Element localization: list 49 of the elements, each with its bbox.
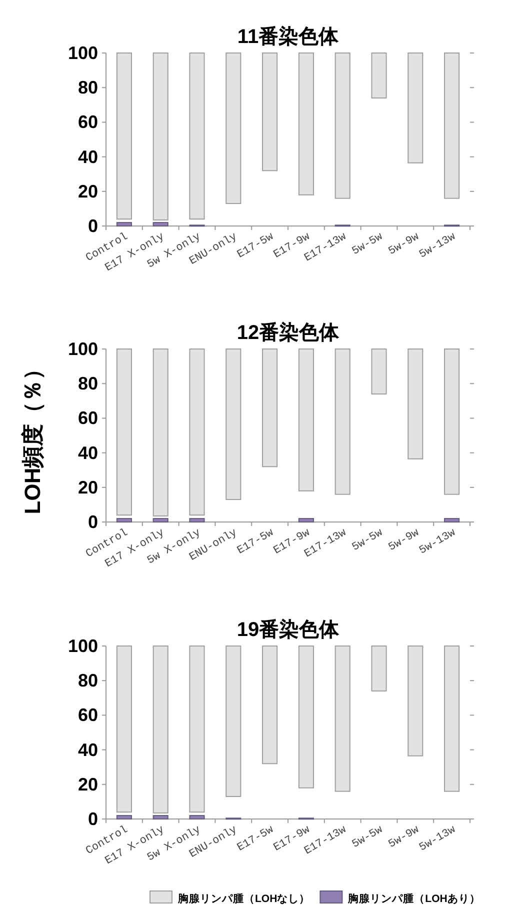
chart-title: 12番染色体	[236, 321, 340, 344]
y-tick-label: 20	[78, 774, 98, 794]
bar	[152, 815, 168, 820]
y-tick-label: 20	[78, 477, 98, 498]
bar	[152, 52, 168, 220]
y-tick-label: 20	[78, 181, 98, 202]
bar	[116, 52, 132, 220]
bar	[408, 646, 424, 756]
bar	[116, 222, 132, 226]
bar	[189, 52, 205, 220]
y-tick-label: 0	[88, 809, 98, 829]
y-tick-label: 60	[78, 705, 98, 726]
bar	[408, 52, 424, 164]
y-tick-label: 0	[88, 512, 98, 532]
bar	[262, 52, 278, 172]
bar	[189, 815, 205, 820]
y-tick-label: 0	[88, 216, 98, 236]
bar	[371, 52, 387, 98]
y-tick-label: 80	[78, 78, 98, 98]
bar	[226, 52, 242, 204]
y-tick-label: 80	[78, 374, 98, 394]
chart-title: 19番染色体	[236, 618, 340, 641]
bar	[334, 52, 350, 199]
bar	[116, 646, 132, 813]
y-tick-label: 60	[78, 112, 98, 132]
y-tick-label: 100	[68, 339, 98, 359]
bar	[152, 222, 168, 226]
y-tick-label: 40	[78, 442, 98, 463]
bar	[444, 52, 460, 199]
bar	[298, 52, 314, 196]
bar	[371, 646, 387, 692]
bar	[226, 646, 242, 798]
chart-title: 11番染色体	[237, 25, 340, 48]
y-tick-label: 100	[68, 636, 98, 656]
bar	[152, 646, 168, 814]
bar	[334, 646, 350, 792]
bar	[444, 646, 460, 792]
y-axis-title: LOH頻度（％）	[20, 358, 45, 514]
legend-label: 胸腺リンパ腫（LOHなし）	[177, 892, 310, 905]
y-tick-label: 40	[78, 740, 98, 760]
bar	[116, 815, 132, 820]
y-tick-label: 40	[78, 146, 98, 167]
y-tick-label: 60	[78, 408, 98, 428]
bar	[298, 646, 314, 788]
y-tick-label: 100	[68, 43, 98, 63]
y-tick-label: 80	[78, 670, 98, 691]
bar	[262, 646, 278, 764]
legend-label: 胸腺リンパ腫（LOHあり）	[347, 892, 480, 905]
bar	[189, 646, 205, 813]
